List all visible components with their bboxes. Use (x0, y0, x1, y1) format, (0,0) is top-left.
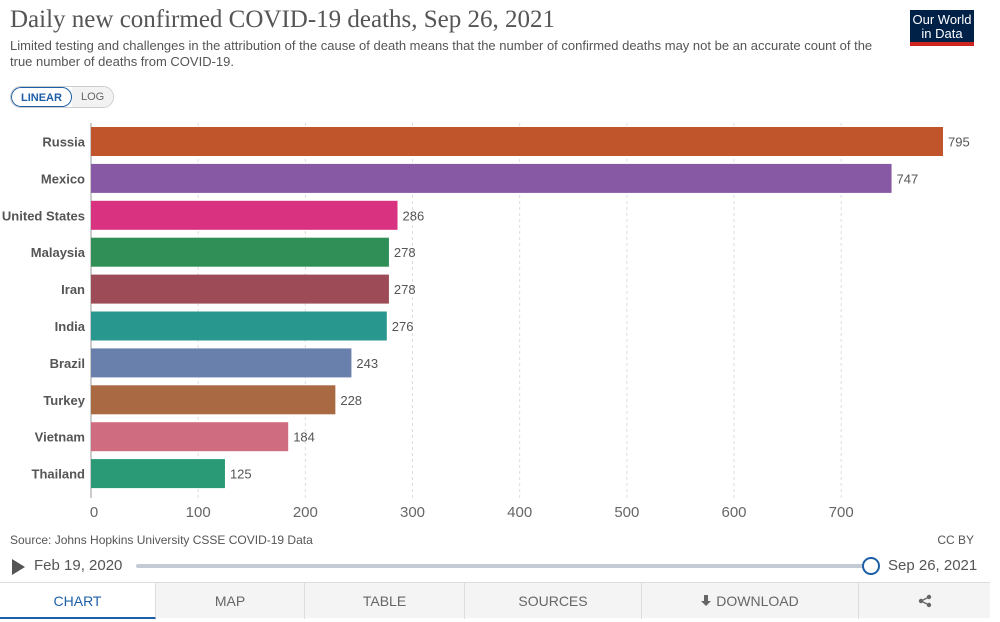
value-label: 276 (392, 319, 414, 334)
category-label: India (55, 319, 86, 334)
timeline-end-date: Sep 26, 2021 (888, 557, 978, 574)
chart-title: Daily new confirmed COVID-19 deaths, Sep… (10, 6, 556, 33)
chart-subtitle: Limited testing and challenges in the at… (10, 38, 873, 69)
play-icon[interactable] (12, 559, 25, 575)
category-label: Turkey (43, 393, 85, 408)
value-label: 278 (394, 245, 416, 260)
bar[interactable] (91, 237, 389, 267)
x-tick-label: 100 (186, 504, 211, 521)
bar[interactable] (91, 127, 943, 156)
category-label: Brazil (50, 356, 85, 371)
x-tick-label: 400 (507, 504, 532, 521)
value-label: 184 (293, 430, 315, 445)
tab-download[interactable]: DOWNLOAD (642, 583, 859, 619)
x-tick-label: 0 (90, 504, 98, 521)
tab-share[interactable] (859, 583, 990, 619)
bar[interactable] (91, 422, 289, 452)
bar[interactable] (91, 385, 336, 415)
x-tick-label: 600 (722, 504, 747, 521)
value-label: 243 (356, 356, 378, 371)
logo-line-1: Our World (912, 12, 972, 27)
tab-table-label: TABLE (362, 593, 407, 609)
bar[interactable] (91, 200, 398, 230)
tab-chart-label: CHART (53, 593, 102, 609)
bar[interactable] (91, 274, 389, 304)
category-label: Vietnam (35, 430, 85, 445)
logo-line-2: in Data (921, 26, 963, 41)
tab-map-label: MAP (214, 593, 246, 609)
x-tick-label: 700 (829, 504, 854, 521)
bar[interactable] (91, 348, 352, 378)
bar[interactable] (91, 163, 892, 193)
value-label: 747 (897, 171, 919, 186)
tab-bar: CHART MAP TABLE SOURCES DOWNLOAD (0, 582, 990, 619)
x-tick-label: 200 (293, 504, 318, 521)
license-link[interactable]: CC BY (937, 533, 974, 547)
x-tick-label: 500 (614, 504, 639, 521)
source-note[interactable]: Source: Johns Hopkins University CSSE CO… (10, 533, 313, 547)
owid-logo[interactable]: Our World in Data (910, 10, 974, 46)
timeline-handle[interactable] (862, 557, 880, 575)
share-icon (918, 594, 931, 608)
value-label: 278 (394, 282, 416, 297)
category-label: Thailand (32, 467, 86, 482)
category-label: United States (2, 208, 85, 223)
value-label: 795 (948, 135, 970, 150)
bar[interactable] (91, 459, 225, 489)
category-label: Malaysia (31, 245, 86, 260)
value-label: 286 (403, 208, 425, 223)
tab-sources[interactable]: SOURCES (465, 583, 642, 619)
tab-sources-label: SOURCES (518, 593, 588, 609)
scale-toggle: LINEAR LOG (10, 86, 115, 108)
bar[interactable] (91, 311, 387, 341)
bar-chart: 0 100 200 300 400 500 600 700 Russia 795 Mexico 747… (2, 123, 970, 521)
category-label: Mexico (41, 171, 85, 186)
log-scale-button[interactable]: LOG (71, 87, 114, 107)
tab-table[interactable]: TABLE (305, 583, 465, 619)
category-label: Iran (61, 282, 85, 297)
tab-chart[interactable]: CHART (0, 583, 156, 619)
linear-scale-button[interactable]: LINEAR (11, 87, 72, 107)
x-tick-label: 300 (400, 504, 425, 521)
download-icon (701, 595, 712, 607)
tab-download-label: DOWNLOAD (716, 593, 799, 609)
timeline: Feb 19, 2020 Sep 26, 2021 (0, 554, 1000, 578)
value-label: 228 (340, 393, 362, 408)
value-label: 125 (230, 467, 252, 482)
tab-map[interactable]: MAP (156, 583, 305, 619)
timeline-start-date: Feb 19, 2020 (34, 557, 123, 574)
timeline-track[interactable] (136, 564, 871, 568)
category-label: Russia (42, 135, 85, 150)
